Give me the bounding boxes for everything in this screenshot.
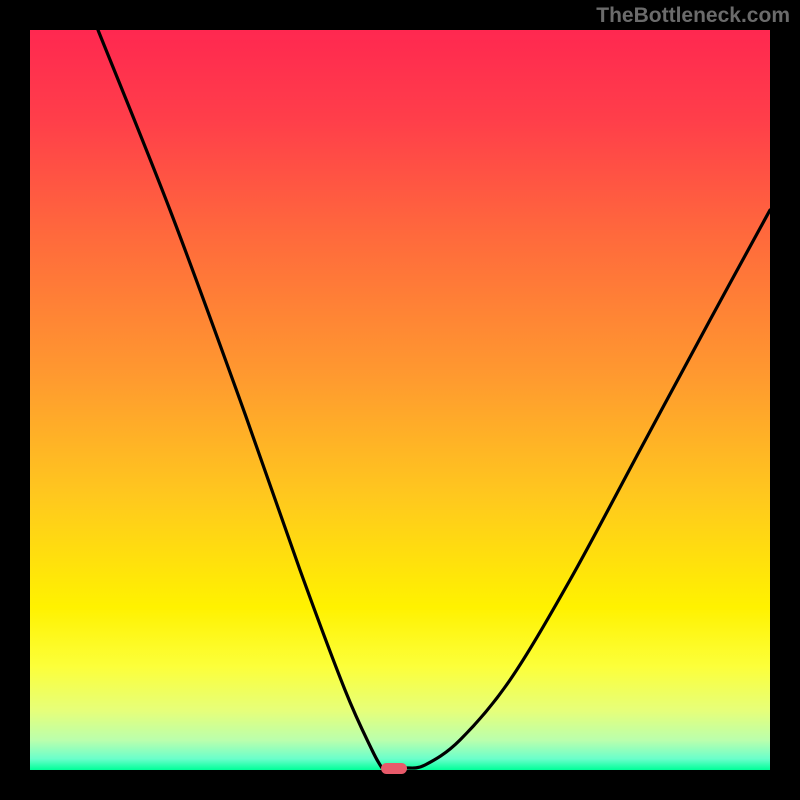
minimum-marker <box>381 763 407 774</box>
watermark-text: TheBottleneck.com <box>596 4 790 28</box>
curve-right-branch <box>406 210 770 768</box>
chart-svg <box>30 30 770 770</box>
curve-left-branch <box>98 30 382 768</box>
